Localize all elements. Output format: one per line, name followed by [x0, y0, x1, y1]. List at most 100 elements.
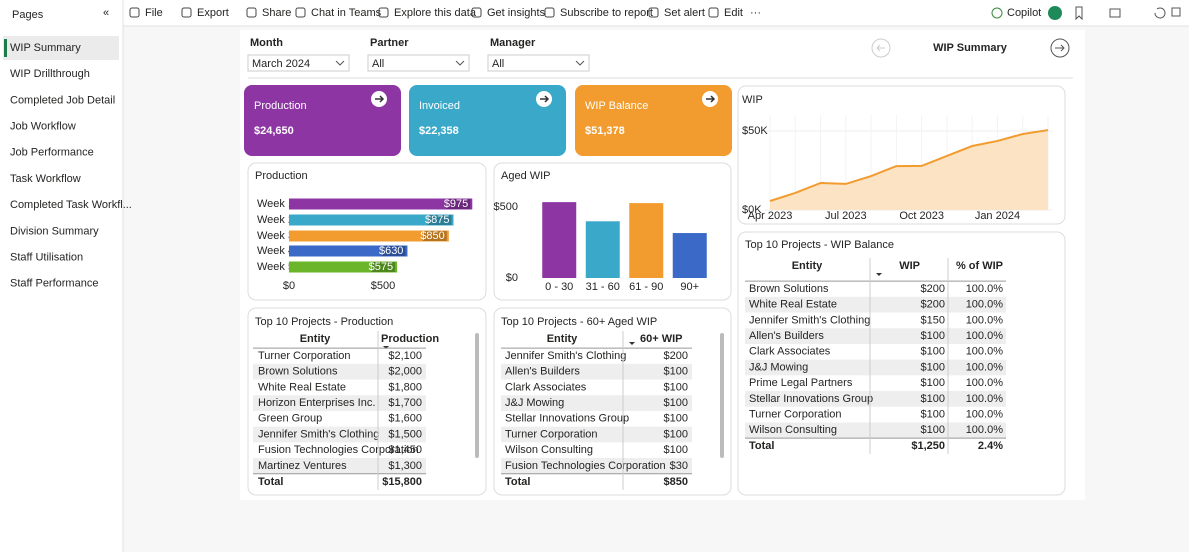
- table-cell: $100: [921, 409, 945, 421]
- bar: [672, 233, 707, 278]
- bar: [289, 214, 454, 226]
- column-header[interactable]: Production: [381, 333, 439, 345]
- dropdown-value: All: [492, 58, 504, 70]
- chart-title: Aged WIP: [501, 170, 551, 182]
- copilot-button[interactable]: Copilot: [1007, 7, 1041, 19]
- kpi-arrow-glyph: [375, 95, 385, 103]
- kpi-card[interactable]: [575, 85, 732, 156]
- line: [769, 129, 1049, 202]
- page-link[interactable]: Staff Performance: [10, 278, 98, 290]
- x-tick-label: 31 - 60: [586, 281, 620, 293]
- column-header[interactable]: % of WIP: [956, 260, 1003, 272]
- column-header[interactable]: Entity: [547, 333, 578, 345]
- table-cell: Turner Corporation: [749, 409, 842, 421]
- dropdown-value: All: [372, 58, 384, 70]
- page-link[interactable]: Completed Job Detail: [10, 94, 115, 106]
- table-cell: Jennifer Smith's Clothing: [749, 314, 870, 326]
- table-cell: 100.0%: [966, 361, 1004, 373]
- scrollbar[interactable]: [720, 333, 724, 458]
- table-cell: $200: [664, 350, 688, 362]
- selected-bar: [4, 39, 7, 57]
- x-tick-label: 90+: [680, 281, 699, 293]
- table-cell: $1,700: [388, 397, 422, 409]
- next-page[interactable]: [1050, 38, 1070, 58]
- table-cell: $200: [921, 283, 945, 295]
- tool-button[interactable]: Get insights: [487, 7, 546, 19]
- page-link[interactable]: Staff Utilisation: [10, 252, 83, 264]
- kpi-label: Invoiced: [419, 100, 460, 112]
- row-stripe: [501, 395, 692, 411]
- y-tick-label: Week 2: [257, 214, 294, 226]
- dropdown[interactable]: [247, 54, 350, 72]
- table-cell: $100: [921, 424, 945, 436]
- table-cell: $200: [921, 299, 945, 311]
- filter-label: Partner: [370, 37, 409, 49]
- y-tick-label: $0: [506, 272, 518, 284]
- kpi-card[interactable]: [409, 85, 566, 156]
- prev-page[interactable]: [871, 38, 891, 58]
- tool-button[interactable]: Export: [197, 7, 229, 19]
- kpi-label: WIP Balance: [585, 100, 648, 112]
- table-cell: $100: [921, 346, 945, 358]
- row-stripe: [253, 458, 426, 474]
- table-cell: Green Group: [258, 413, 322, 425]
- table-cell: White Real Estate: [258, 381, 346, 393]
- row-stripe: [501, 458, 692, 474]
- x-tick-label: Jul 2023: [825, 210, 867, 222]
- table-cell: 100.0%: [966, 314, 1004, 326]
- column-header[interactable]: WIP: [899, 260, 920, 272]
- selected-bg: [3, 36, 119, 60]
- page-link[interactable]: WIP Summary: [10, 42, 81, 54]
- page-link[interactable]: Task Workflow: [10, 173, 81, 185]
- tool-button[interactable]: Edit: [724, 7, 743, 19]
- table-cell: 100.0%: [966, 424, 1004, 436]
- table-cell: 100.0%: [966, 299, 1004, 311]
- table-cell: Jennifer Smith's Clothing: [258, 428, 379, 440]
- tool-button[interactable]: File: [145, 7, 163, 19]
- avatar[interactable]: [1048, 6, 1062, 20]
- tool-icon: [246, 7, 257, 18]
- page-title: WIP Summary: [933, 42, 1008, 54]
- tool-button[interactable]: Explore this data: [394, 7, 477, 19]
- page-link[interactable]: Job Performance: [10, 147, 94, 159]
- column-header[interactable]: 60+ WIP: [640, 333, 683, 345]
- row-stripe: [253, 426, 426, 443]
- label-bg: [381, 246, 406, 256]
- x-tick-label: $500: [371, 280, 395, 292]
- toolbar-icons[interactable]: [1075, 6, 1181, 21]
- x-tick-label: 0 - 30: [545, 281, 573, 293]
- table-cell: $2,000: [388, 366, 422, 378]
- page-link[interactable]: Completed Task Workfl...: [10, 199, 132, 211]
- table-cell: $100: [921, 361, 945, 373]
- dropdown[interactable]: [487, 54, 590, 72]
- more-icon[interactable]: ···: [750, 7, 761, 19]
- table-cell: $100: [664, 428, 688, 440]
- label-bg: [427, 215, 452, 225]
- table-cell: $1,500: [388, 428, 422, 440]
- kpi-card[interactable]: [244, 85, 401, 156]
- page-link[interactable]: Job Workflow: [10, 121, 76, 133]
- bar: [289, 245, 408, 257]
- row-stripe: [501, 426, 692, 443]
- tool-button[interactable]: Share: [262, 7, 291, 19]
- kpi-arrow-glyph: [540, 95, 550, 103]
- row-stripe: [745, 296, 1006, 313]
- kpi-value: $51,378: [585, 125, 625, 137]
- table-cell: $1,600: [388, 413, 422, 425]
- tool-button[interactable]: Chat in Teams: [311, 7, 382, 19]
- scrollbar[interactable]: [475, 333, 479, 458]
- label-bg: [422, 231, 447, 241]
- tool-icon: [544, 7, 555, 18]
- column-header[interactable]: Entity: [300, 333, 331, 345]
- page-link[interactable]: WIP Drillthrough: [10, 68, 90, 80]
- collapse-icon[interactable]: «: [103, 7, 109, 19]
- dropdown[interactable]: [367, 54, 470, 72]
- tool-icon: [378, 7, 389, 18]
- column-header[interactable]: Entity: [792, 260, 823, 272]
- chart-title: Production: [255, 170, 308, 182]
- page-link[interactable]: Division Summary: [10, 225, 99, 237]
- tool-button[interactable]: Set alert: [664, 7, 705, 19]
- kpi-arrow-glyph: [706, 95, 716, 103]
- tool-button[interactable]: Subscribe to report: [560, 7, 653, 19]
- table-cell: $100: [664, 397, 688, 409]
